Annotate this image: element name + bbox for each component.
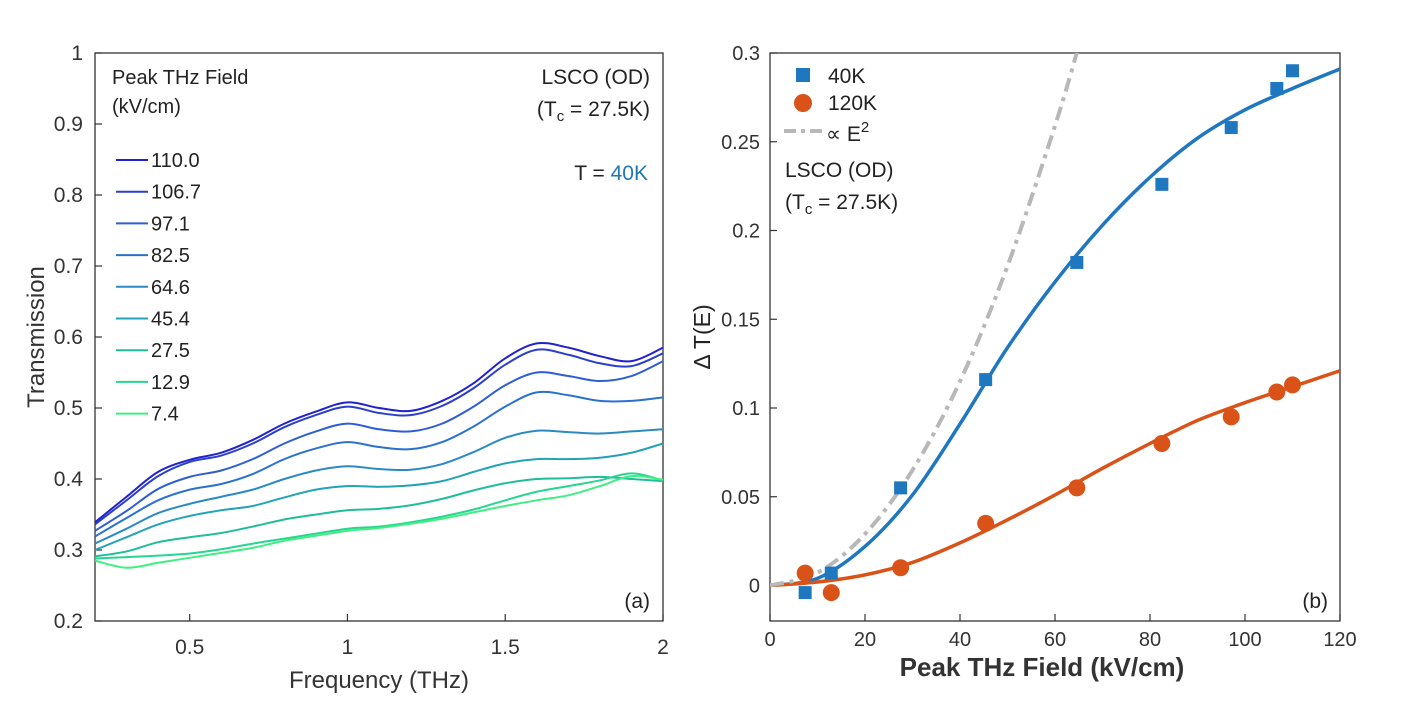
panel-b-x-axis-label: Peak THz Field (kV/cm) — [900, 652, 1185, 682]
panel-a-x-axis-label: Frequency (THz) — [289, 667, 469, 694]
panel-a-x-tick-label: 0.5 — [175, 636, 204, 659]
panel-a-legend: 110.0 106.7 97.1 82.5 64.6 45.4 27.5 12.9 7.4 — [116, 150, 201, 426]
panel-b-x-ticks: 0 20 40 60 80 100 120 — [764, 614, 1357, 651]
panel-a-legend-label: 45.4 — [151, 309, 190, 331]
panel-b-legend-label: 120K — [828, 92, 877, 115]
panel-b-point-120K — [796, 564, 814, 582]
panel-a-series-line-64.6 — [94, 428, 664, 545]
panel-b-x-tick-label: 40 — [949, 629, 971, 651]
panel-a-x-tick-label: 1.5 — [491, 636, 520, 659]
panel-b-legend-marker-120k — [794, 94, 812, 112]
panel-a-legend-label: 27.5 — [151, 340, 190, 362]
panel-a-material-label: LSCO (OD) — [541, 66, 650, 89]
panel-b-fit-lines — [770, 53, 1340, 588]
panel-b-x-tick-label: 0 — [764, 629, 775, 651]
panel-b-point-120K — [1284, 376, 1301, 394]
panel-b-fit-line-0 — [770, 67, 1340, 588]
panel-b-tc-label: (Tc = 27.5K) — [785, 191, 898, 218]
panel-a-legend-label: 110.0 — [151, 150, 200, 172]
panel-a-legend-title-line1: Peak THz Field — [112, 67, 248, 89]
panel-a-y-tick-label: 0.7 — [54, 255, 83, 278]
panel-a-tc-label: (Tc = 27.5K) — [537, 98, 650, 125]
panel-a-series-line-27.5 — [94, 475, 664, 558]
panel-a-y-tick-label: 0.9 — [54, 113, 83, 136]
panel-b-fit-line-2 — [770, 53, 1079, 588]
panel-b-x-tick-label: 120 — [1323, 629, 1356, 651]
panel-b-point-40K — [1286, 64, 1299, 78]
panel-b-x-tick-label: 60 — [1044, 629, 1066, 651]
panel-a-y-tick-label: 0.4 — [54, 468, 84, 491]
panel-b-fit-line-1 — [770, 369, 1340, 588]
panel-b-data-points — [796, 64, 1301, 602]
panel-b-x-tick-label: 100 — [1228, 629, 1261, 651]
panel-b-y-axis-label: Δ T(E) — [689, 304, 715, 369]
panel-b-y-tick-label: 0.3 — [732, 43, 760, 65]
panel-a-series-line-106.7 — [94, 348, 664, 526]
panel-b-y-tick-label: 0.1 — [732, 398, 760, 420]
panel-b-point-40K — [979, 373, 993, 387]
panel-b-point-120K — [892, 559, 910, 577]
panel-b-point-40K — [1070, 255, 1084, 269]
panel-a-legend-label: 12.9 — [151, 372, 190, 394]
panel-b-point-120K — [1153, 435, 1171, 452]
panel-a-x-tick-label: 2 — [657, 636, 669, 659]
panel-b-point-120K — [822, 584, 840, 602]
panel-b-y-tick-label: 0.25 — [721, 132, 760, 154]
panel-a-legend-label: 97.1 — [151, 213, 190, 235]
panel-a-y-tick-label: 0.2 — [54, 610, 83, 633]
panel-b-point-40K — [1224, 121, 1238, 135]
panel-a-temperature-label: T = 40K — [574, 162, 648, 185]
panel-a-y-tick-label: 0.5 — [54, 397, 83, 420]
panel-b-y-tick-label: 0.2 — [732, 221, 760, 243]
panel-a-y-tick-label: 0.6 — [54, 326, 83, 349]
panel-a-x-tick-label: 1 — [342, 636, 354, 659]
panel-a-y-tick-label: 1 — [71, 42, 83, 65]
panel-b-point-120K — [977, 514, 995, 532]
panel-a-legend-title-line2: (kV/cm) — [112, 96, 181, 118]
panel-b-point-40K — [798, 586, 812, 600]
panel-a-y-tick-label: 0.3 — [54, 539, 83, 562]
panel-b-point-120K — [1068, 479, 1086, 497]
panel-a-y-axis-label: Transmission — [23, 266, 50, 408]
panel-a-series-line-7.4 — [94, 474, 664, 569]
panel-a-legend-label: 106.7 — [151, 182, 201, 204]
panel-b-legend-marker-40k — [796, 68, 810, 82]
panel-b-point-120K — [1222, 408, 1240, 426]
panel-a-legend-label: 7.4 — [151, 404, 179, 426]
panel-a-legend-label: 82.5 — [151, 245, 190, 267]
panel-b-plot-frame — [769, 52, 1341, 622]
panel-b-y-tick-label: 0.15 — [721, 309, 760, 331]
panel-b-point-120K — [1268, 383, 1286, 401]
panel-b-point-40K — [824, 566, 838, 580]
panel-b-material-label: LSCO (OD) — [785, 159, 894, 182]
panel-b-y-tick-label: 0.05 — [721, 487, 760, 509]
panel-b-legend-label: ∝ E2 — [826, 119, 869, 146]
panel-b-x-tick-label: 80 — [1139, 629, 1161, 651]
panel-b-y-tick-label: 0 — [749, 576, 760, 598]
panel-b-panel-label: (b) — [1302, 590, 1328, 613]
panel-b-point-40K — [894, 481, 908, 495]
panel-a-legend-label: 64.6 — [151, 277, 190, 299]
panel-a-series-line-12.9 — [94, 472, 664, 560]
panel-a-y-ticks: 0.2 0.3 0.4 0.5 0.6 0.7 0.8 0.9 1 — [54, 42, 102, 633]
panel-a-panel-label: (a) — [624, 590, 650, 613]
panel-b-delta-transmission-chart: 0 20 40 60 80 100 120 0 0.05 0.1 0.15 0.2 0.25 0.3 P… — [689, 43, 1357, 682]
panel-b-y-ticks: 0 0.05 0.1 0.15 0.2 0.25 0.3 — [721, 43, 777, 598]
panel-b-x-tick-label: 20 — [854, 629, 876, 651]
panel-a-series-line-45.4 — [94, 442, 664, 551]
panel-a-y-tick-label: 0.8 — [54, 184, 83, 207]
panel-a-series-line-97.1 — [94, 360, 664, 532]
panel-a-series-line-110.0 — [94, 341, 664, 524]
panel-b-legend-label: 40K — [828, 65, 865, 88]
panel-a-plot-frame — [94, 52, 664, 622]
panel-a-series-line-82.5 — [94, 390, 664, 538]
panel-b-point-40K — [1270, 82, 1284, 95]
panel-b-point-40K — [1155, 177, 1169, 191]
panel-a-x-ticks: 0.5 1 1.5 2 — [175, 614, 669, 659]
panel-b-legend: 40K 120K ∝ E2 — [784, 65, 877, 146]
panel-a-series-lines — [94, 341, 664, 569]
panel-a-transmission-chart: 0.5 1 1.5 2 0.2 0.3 0.4 0.5 0.6 0.7 0.8 0.9 1 Frequ… — [23, 42, 669, 694]
